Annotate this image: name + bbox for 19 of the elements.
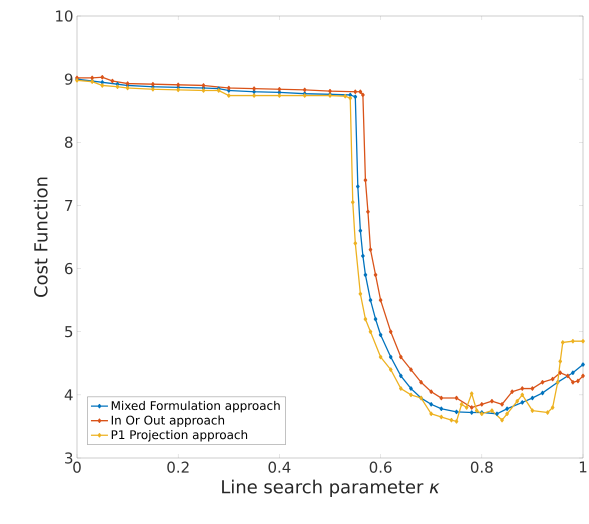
x-tick-label: 0.8 xyxy=(470,462,493,473)
y-axis-title: Cost Function xyxy=(34,178,48,297)
y-tick-label: 4 xyxy=(64,389,73,400)
y-tick-label: 10 xyxy=(56,10,72,22)
y-tick-label: 7 xyxy=(65,200,72,211)
x-tick-label: 1 xyxy=(580,462,586,472)
x-tick-label: 0.4 xyxy=(268,462,290,473)
y-tick-label: 9 xyxy=(64,73,72,85)
legend-label: In Or Out approach xyxy=(112,415,224,427)
x-tick-label: 0 xyxy=(73,462,81,473)
y-tick-label: 8 xyxy=(64,136,72,148)
x-axis-title: Line search parameter κ xyxy=(222,480,440,498)
legend-label: Mixed Formulation approach xyxy=(112,400,280,412)
x-tick-label: 0.2 xyxy=(167,462,189,473)
x-tick-label: 0.6 xyxy=(370,462,392,473)
legend-label: P1 Projection approach xyxy=(112,430,248,442)
y-tick-label: 3 xyxy=(65,452,72,464)
y-tick-label: 5 xyxy=(65,326,72,338)
y-tick-label: 6 xyxy=(65,262,73,274)
